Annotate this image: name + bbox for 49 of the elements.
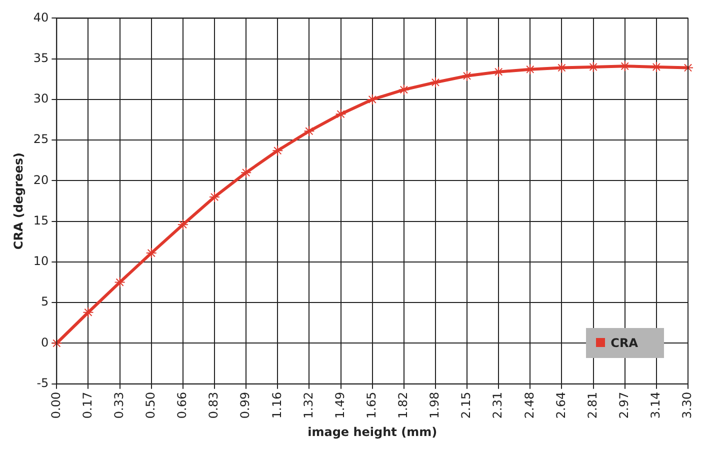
- y-tick-label: 0: [41, 335, 49, 350]
- point: [366, 94, 378, 105]
- x-tick-label: 2.15: [459, 392, 474, 419]
- x-axis-title: image height (mm): [308, 424, 438, 439]
- point: [82, 306, 94, 318]
- x-tick-label: 1.32: [301, 392, 316, 419]
- x-tick-label: 1.82: [396, 392, 410, 419]
- x-tick-label: 2.97: [616, 392, 631, 419]
- point: [398, 84, 410, 96]
- y-tick-label: 20: [33, 172, 49, 187]
- y-tick-label: 35: [33, 50, 49, 65]
- y-tick-label: 15: [33, 213, 49, 228]
- x-tick-label: 3.14: [648, 392, 663, 419]
- x-tick-label: 0.50: [143, 392, 158, 419]
- legend-label: CRA: [610, 336, 638, 350]
- point: [177, 219, 188, 230]
- x-tick-label: 1.16: [270, 392, 284, 419]
- point: [146, 248, 157, 259]
- y-tick-label: 25: [33, 132, 49, 146]
- point: [430, 76, 441, 88]
- point: [240, 167, 252, 178]
- y-tick-label: 10: [33, 254, 49, 268]
- point: [682, 62, 694, 74]
- x-tick-label: 2.31: [490, 392, 505, 419]
- y-tick-label: 30: [33, 92, 49, 106]
- x-tick-label: 2.64: [554, 392, 568, 419]
- y-tick-label: 5: [41, 294, 49, 309]
- x-tick-label: 2.81: [585, 392, 600, 419]
- x-tick-label: 0.99: [238, 392, 252, 419]
- point: [335, 108, 346, 120]
- point: [51, 338, 62, 349]
- point: [272, 145, 284, 156]
- point: [304, 126, 315, 137]
- x-tick-label: 2.48: [522, 392, 536, 419]
- x-tick-label: 0.17: [80, 392, 94, 419]
- x-tick-label: 1.98: [428, 392, 442, 419]
- x-tick-label: 1.49: [332, 392, 347, 419]
- y-tick-label: -5: [36, 376, 49, 390]
- x-tick-label: 0.66: [175, 392, 190, 419]
- point: [114, 276, 126, 288]
- x-tick-label: 0.83: [206, 392, 221, 419]
- point: [556, 62, 568, 74]
- x-tick-label: 0.33: [112, 392, 126, 419]
- x-tick-label: 0.00: [48, 392, 63, 419]
- y-axis-title: CRA (degrees): [11, 152, 26, 250]
- x-tick-label: 1.65: [364, 392, 378, 419]
- y-tick-label: 40: [33, 10, 49, 24]
- x-tick-label: 3.30: [680, 392, 694, 419]
- point: [209, 191, 220, 202]
